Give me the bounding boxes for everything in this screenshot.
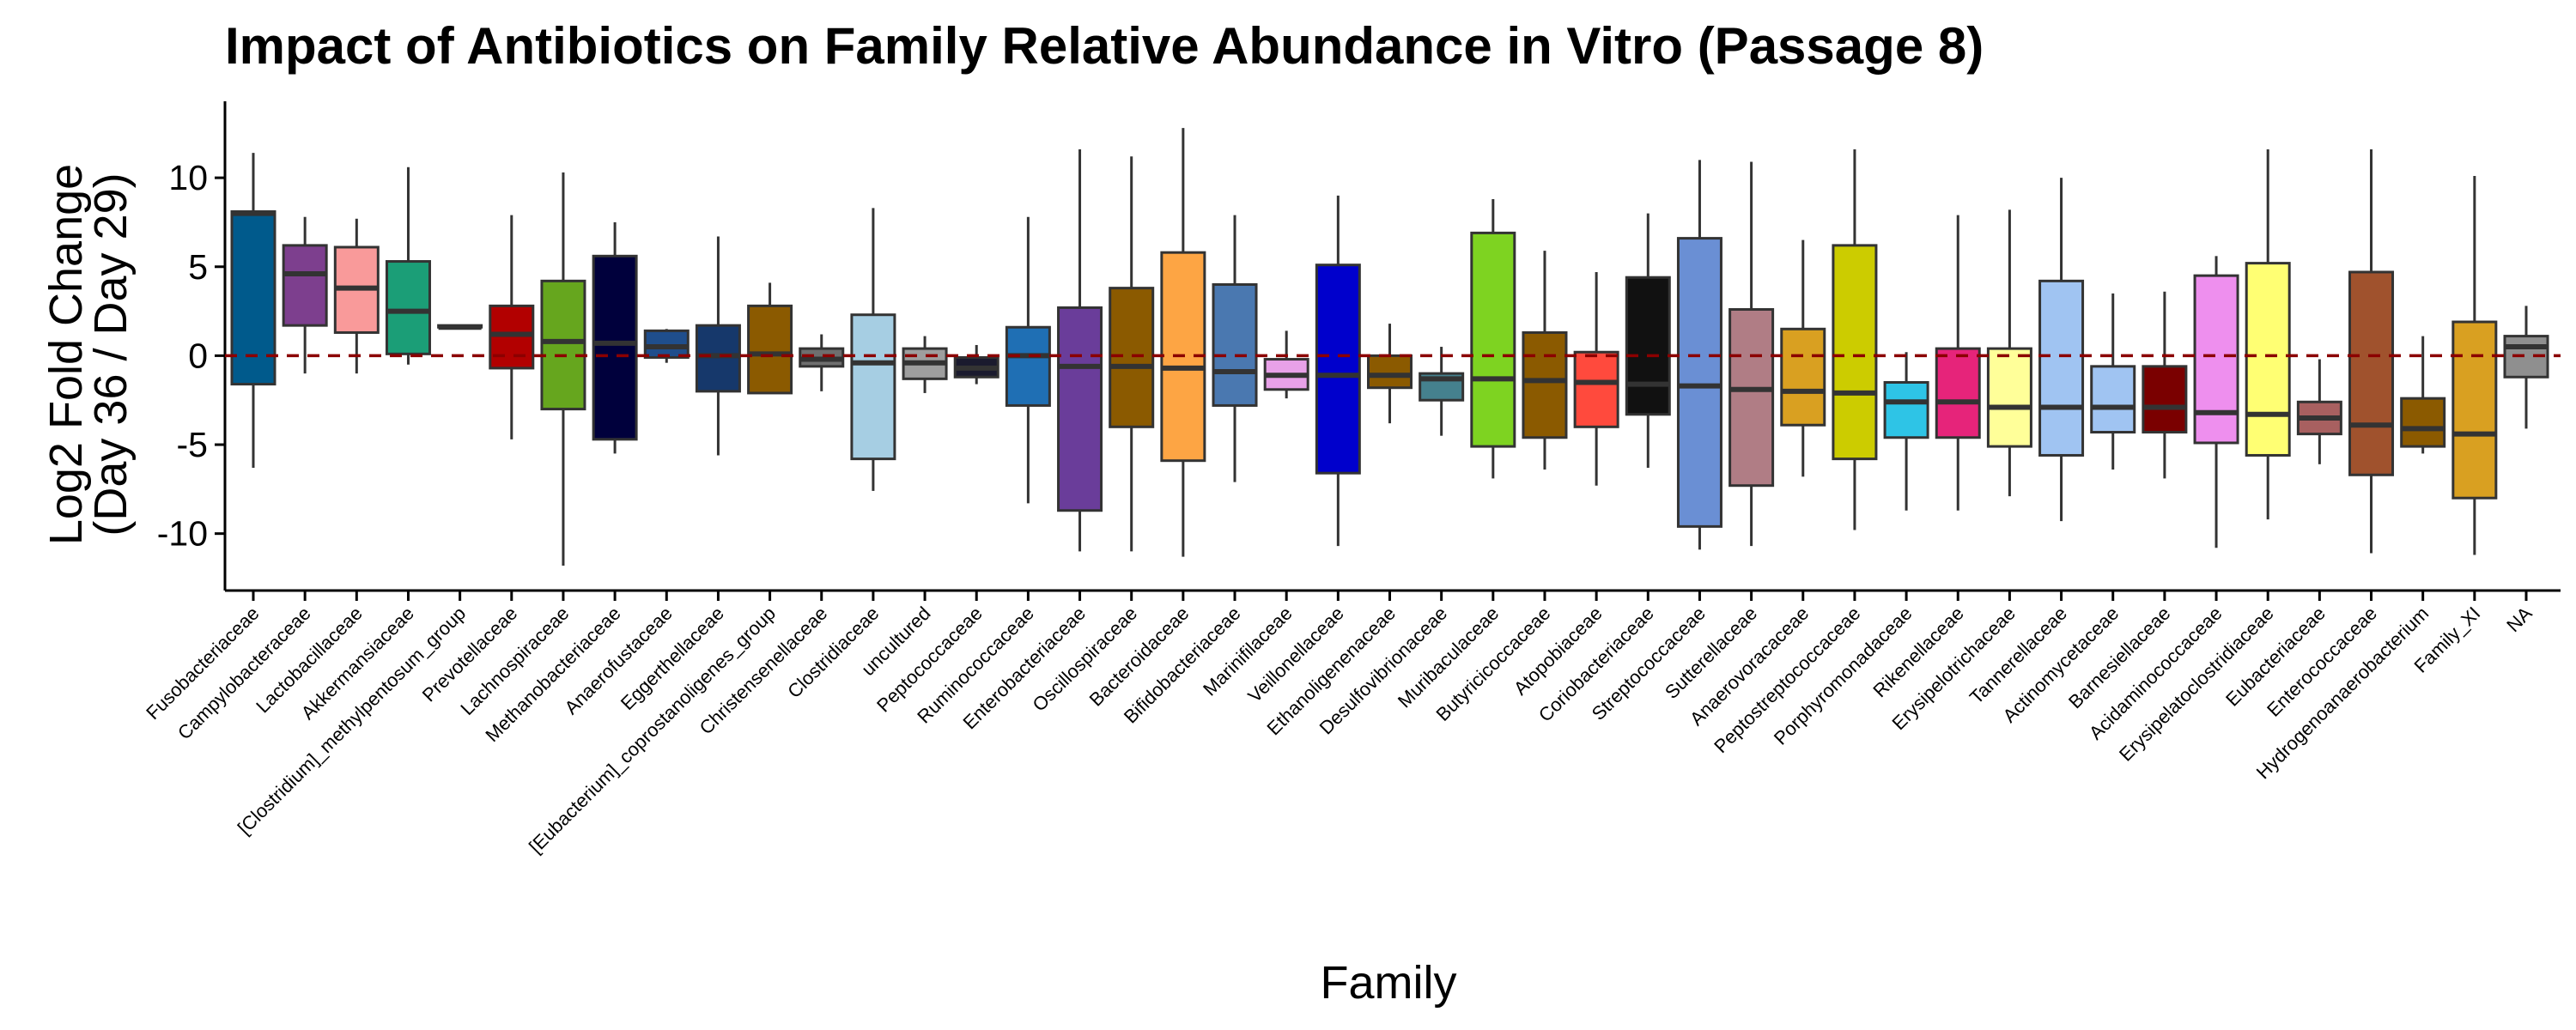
box-Family_XI	[2451, 176, 2498, 555]
y-axis-title: Log2 Fold Change (Day 36 / Day 29)	[40, 164, 137, 545]
box-[Eubacterium]_coprostanoligenes_group	[747, 282, 793, 395]
box-iqr	[1109, 287, 1155, 428]
chart-title: Impact of Antibiotics on Family Relative…	[225, 17, 1984, 75]
box-Erysipelatoclostridiaceae	[2245, 148, 2291, 520]
box-iqr	[1470, 231, 1516, 448]
box-Peptostreptococcaceae	[1832, 148, 1878, 530]
box-iqr	[1676, 237, 1722, 528]
box-iqr	[1625, 276, 1671, 416]
box-Bifidobacteriaceae	[1212, 215, 1258, 482]
box-Porphyromonadaceae	[1883, 352, 1929, 511]
box-iqr	[1832, 244, 1878, 461]
box-Butyricicoccaceae	[1522, 251, 1568, 470]
box-iqr	[1212, 282, 1258, 407]
box-iqr	[282, 244, 328, 327]
box-iqr	[230, 210, 276, 386]
box-iqr	[1057, 306, 1103, 512]
box-iqr	[695, 324, 741, 393]
box-Peptococcaceae	[953, 344, 999, 385]
box-Enterobacteriaceae	[1057, 148, 1103, 552]
box-iqr	[540, 279, 586, 411]
box-iqr	[850, 313, 896, 461]
box-NA	[2503, 306, 2549, 429]
box-iqr	[1315, 264, 1361, 475]
box-Actinomycetaceae	[2090, 293, 2136, 470]
box-iqr	[643, 329, 690, 359]
box-Coriobacteriaceae	[1625, 213, 1671, 468]
box-Sutterellaceae	[1728, 161, 1775, 547]
x-tick-label: Sutterellaceae	[1661, 603, 1761, 703]
box-Enterococcaceae	[2348, 148, 2395, 554]
box-iqr	[1935, 347, 1981, 439]
box-Akkermansiaceae	[385, 167, 431, 365]
box-Lactobacillaceae	[333, 218, 380, 374]
box-iqr	[385, 260, 431, 355]
box-iqr	[1986, 347, 2032, 448]
box-iqr	[1522, 330, 1568, 439]
box-Eggerthellaceae	[695, 236, 741, 456]
box-Ruminococcaceae	[1005, 216, 1051, 504]
box-iqr	[1728, 308, 1775, 488]
boxes-layer	[230, 128, 2549, 566]
box-iqr	[2348, 270, 2395, 476]
box-iqr	[747, 304, 793, 395]
box-Streptococcaceae	[1676, 160, 1722, 550]
x-axis-title: Family	[1321, 957, 1457, 1009]
box-Clostridiaceae	[850, 208, 896, 491]
box-Veillonellaceae	[1315, 195, 1361, 547]
y-tick-label: 0	[188, 336, 208, 375]
box-Erysipelotrichaceae	[1986, 209, 2032, 497]
box-Tannerellaceae	[2038, 178, 2085, 522]
y-tick-label: -5	[177, 425, 208, 464]
y-tick-label: -10	[157, 514, 208, 554]
box-iqr	[2038, 279, 2085, 457]
box-Eubacteriaceae	[2296, 359, 2342, 464]
box-Ethanoligenenaceae	[1367, 324, 1413, 424]
y-axis-title-line1: Log2 Fold Change	[40, 164, 92, 545]
box-Anaerovoracaceae	[1780, 239, 1826, 477]
box-Rikenellaceae	[1935, 215, 1981, 511]
box-Desulfovibrionaceae	[1419, 347, 1465, 436]
box-Methanobacteriaceae	[592, 221, 638, 454]
box-Hydrogenoanaerobacterium	[2400, 336, 2446, 454]
box-Muribaculaceae	[1470, 199, 1516, 479]
box-uncultured	[902, 336, 948, 393]
box-iqr	[2193, 274, 2239, 445]
box-iqr	[489, 304, 535, 370]
box-iqr	[592, 254, 638, 441]
box-Barnesiellaceae	[2142, 291, 2188, 479]
box-Oscillospiraceae	[1109, 156, 1155, 552]
box-Prevotellaceae	[489, 215, 535, 439]
box-iqr	[1367, 354, 1413, 390]
x-axis: FusobacteriaceaeCampylobacteraceaeLactob…	[142, 589, 2561, 857]
box-iqr	[1005, 325, 1051, 407]
box-Bacteroidaceae	[1160, 128, 1206, 557]
box-Acidaminococcaceae	[2193, 256, 2239, 548]
box-Christensenellaceae	[799, 334, 845, 391]
x-tick-label: NA	[2502, 603, 2537, 637]
y-axis-title-line2: (Day 36 / Day 29)	[85, 173, 137, 536]
box-[Clostridium]_methylpentosum_group	[437, 324, 483, 330]
box-iqr	[2142, 365, 2188, 434]
box-Atopobiaceae	[1573, 271, 1619, 486]
x-tick-label: Rikenellaceae	[1868, 603, 1967, 701]
box-Lachnospiraceae	[540, 172, 586, 566]
box-iqr	[1883, 380, 1929, 439]
box-iqr	[2090, 365, 2136, 434]
y-tick-label: 10	[168, 158, 208, 197]
box-iqr	[2400, 397, 2446, 448]
x-tick-label: Clostridiaceae	[783, 603, 883, 702]
box-iqr	[1573, 350, 1619, 428]
box-Campylobacteraceae	[282, 216, 328, 374]
x-tick-label: Marinifilaceae	[1199, 603, 1297, 700]
box-Marinifilaceae	[1263, 330, 1309, 399]
box-iqr	[2245, 262, 2291, 457]
y-tick-label: 5	[188, 247, 208, 287]
box-Anaerofustaceae	[643, 329, 690, 363]
box-iqr	[1780, 327, 1826, 427]
box-iqr	[2451, 320, 2498, 500]
box-Fusobacteriaceae	[230, 153, 276, 468]
y-axis: 10 5 0 -5 -10	[157, 101, 227, 591]
